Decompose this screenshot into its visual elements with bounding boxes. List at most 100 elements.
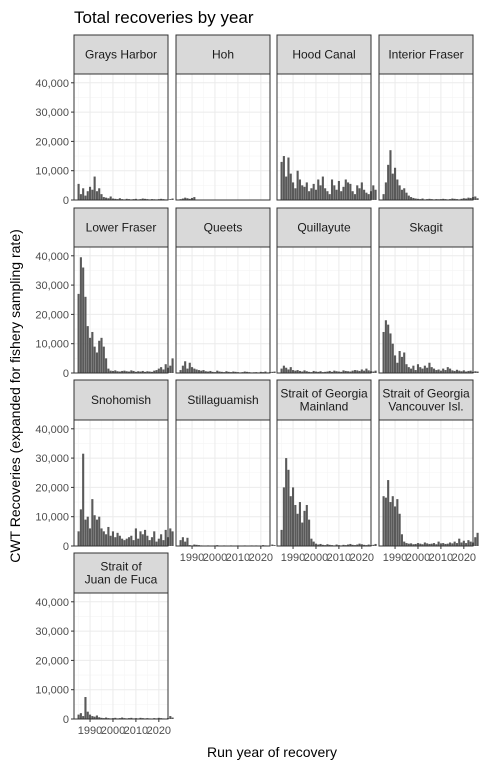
- facet-panel-border: [276, 73, 372, 201]
- data-bar: [351, 370, 354, 373]
- data-bar: [374, 189, 377, 200]
- data-bar: [374, 543, 377, 546]
- data-bar: [344, 179, 347, 200]
- facet-panel-border: [175, 246, 271, 374]
- data-bar: [458, 370, 461, 373]
- data-bar: [141, 534, 144, 546]
- data-bar: [155, 370, 158, 373]
- data-bar: [121, 717, 124, 719]
- data-bar: [280, 161, 283, 200]
- x-tick-label: 2010: [226, 552, 250, 564]
- data-bar: [181, 365, 184, 373]
- y-tick-label: 20,000: [35, 309, 69, 321]
- data-bar: [419, 367, 422, 373]
- data-bar: [396, 499, 399, 546]
- data-bar: [333, 370, 336, 373]
- data-bar: [428, 362, 431, 373]
- facet-strip-label: Grays Harbor: [85, 48, 157, 62]
- y-tick-label: 20,000: [35, 482, 69, 494]
- data-bar: [84, 519, 87, 546]
- data-bar: [77, 714, 80, 719]
- data-bar: [98, 516, 101, 546]
- data-bar: [462, 540, 465, 546]
- data-bar: [314, 371, 318, 373]
- data-bar: [171, 198, 174, 200]
- y-tick-label: 0: [63, 714, 69, 726]
- data-bar: [209, 370, 212, 373]
- data-bar: [442, 543, 445, 546]
- data-bar: [95, 715, 98, 719]
- data-bar: [442, 368, 445, 373]
- data-bar: [365, 192, 368, 200]
- data-bar: [105, 358, 108, 373]
- data-bar: [294, 370, 297, 373]
- data-bar: [280, 529, 283, 546]
- data-bar: [200, 370, 203, 373]
- x-tick-label: 2020: [350, 552, 374, 564]
- data-bar: [280, 368, 283, 373]
- facet-strip-label: Queets: [204, 221, 243, 235]
- data-bar: [282, 156, 285, 200]
- y-tick-label: 10,000: [35, 512, 69, 524]
- data-bar: [134, 371, 137, 373]
- data-bar: [455, 543, 459, 546]
- data-bar: [144, 529, 147, 546]
- data-bar: [190, 197, 194, 200]
- data-bar: [317, 179, 320, 200]
- data-bar: [303, 510, 306, 546]
- facet-strip: [378, 379, 474, 421]
- y-tick-label: 10,000: [35, 166, 69, 178]
- data-bar: [79, 509, 82, 546]
- data-bar: [442, 198, 445, 200]
- data-bar: [98, 340, 101, 373]
- data-bar: [186, 537, 189, 546]
- data-bar: [363, 189, 366, 200]
- data-bar: [107, 526, 110, 546]
- data-bar: [410, 543, 413, 546]
- data-bar: [141, 370, 144, 373]
- x-tick-label: 1990: [281, 552, 305, 564]
- data-bar: [153, 370, 156, 373]
- data-bar: [396, 179, 399, 200]
- data-bar: [171, 531, 174, 546]
- data-bar: [326, 191, 329, 200]
- data-bar: [184, 361, 187, 373]
- data-bar: [321, 176, 324, 200]
- data-bar: [216, 370, 219, 373]
- facet-panel-border: [175, 419, 271, 547]
- data-bar: [337, 371, 340, 373]
- data-bar: [93, 515, 96, 546]
- data-bar: [118, 198, 121, 200]
- y-tick-label: 40,000: [35, 597, 69, 609]
- data-bar: [324, 188, 327, 200]
- data-bar: [160, 367, 163, 373]
- data-bar: [335, 371, 338, 373]
- data-bar: [460, 198, 463, 200]
- facet-strip: [73, 379, 169, 421]
- data-bar: [100, 528, 103, 546]
- facet-strip-label: Strait of Georgia: [280, 387, 368, 401]
- data-bar: [114, 370, 117, 373]
- data-bar: [204, 371, 207, 373]
- data-bar: [155, 541, 158, 546]
- y-tick-label: 30,000: [35, 280, 69, 292]
- data-bar: [358, 188, 361, 200]
- data-bar: [287, 157, 290, 200]
- data-bar: [393, 167, 397, 200]
- data-bar: [335, 544, 338, 546]
- data-bar: [162, 540, 165, 546]
- x-tick-label: 2000: [304, 552, 328, 564]
- data-bar: [193, 197, 196, 200]
- facet-strip: [276, 207, 372, 248]
- y-tick-label: 20,000: [35, 655, 69, 667]
- data-bar: [391, 343, 394, 373]
- data-bar: [389, 502, 392, 546]
- data-bar: [403, 188, 406, 200]
- data-bar: [414, 543, 417, 546]
- data-bar: [403, 541, 406, 546]
- data-bar: [289, 496, 292, 546]
- y-tick-label: 0: [63, 541, 69, 553]
- data-bar: [84, 697, 87, 719]
- data-bar: [287, 369, 290, 373]
